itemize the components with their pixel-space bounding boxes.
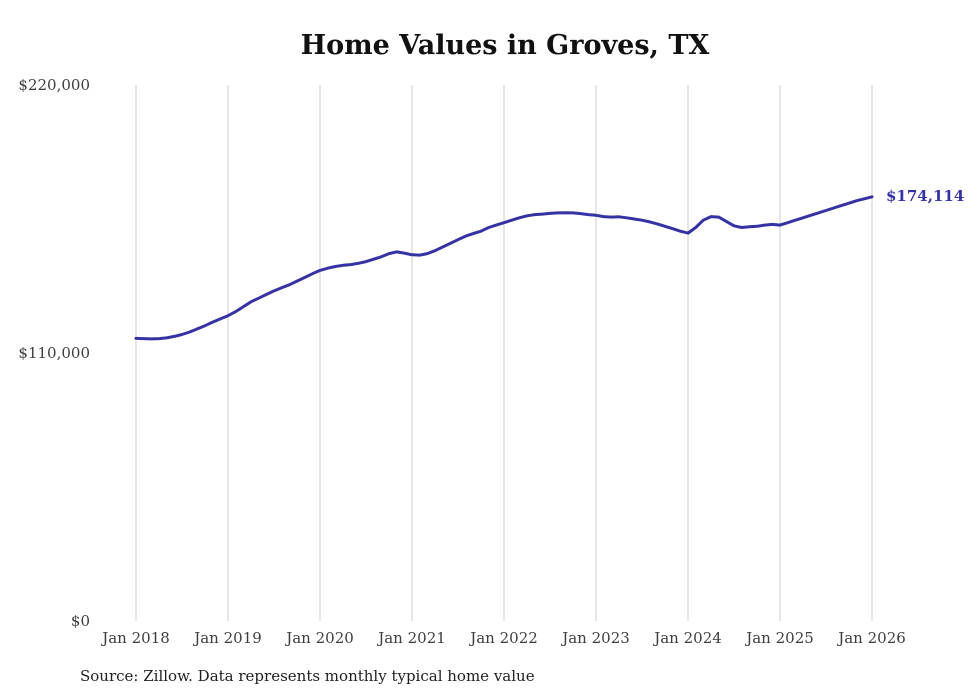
x-axis-tick-label: Jan 2019 — [194, 629, 262, 647]
x-axis-tick-label: Jan 2021 — [378, 629, 446, 647]
x-axis-tick-label: Jan 2024 — [654, 629, 722, 647]
y-axis-tick-label: $0 — [70, 612, 90, 630]
chart-line — [134, 195, 874, 341]
y-axis-tick-label: $110,000 — [18, 344, 90, 362]
x-axis-tick-label: Jan 2022 — [470, 629, 538, 647]
x-axis-tick-label: Jan 2018 — [102, 629, 170, 647]
x-axis-tick-label: Jan 2026 — [838, 629, 906, 647]
x-axis-tick-label: Jan 2020 — [286, 629, 354, 647]
x-axis-tick-label: Jan 2023 — [562, 629, 630, 647]
chart-title: Home Values in Groves, TX — [300, 30, 710, 61]
source-note: Source: Zillow. Data represents monthly … — [80, 667, 535, 685]
end-value-label: $174,114 — [886, 187, 965, 205]
y-axis-tick-label: $220,000 — [18, 76, 90, 94]
x-axis-tick-label: Jan 2025 — [746, 629, 814, 647]
